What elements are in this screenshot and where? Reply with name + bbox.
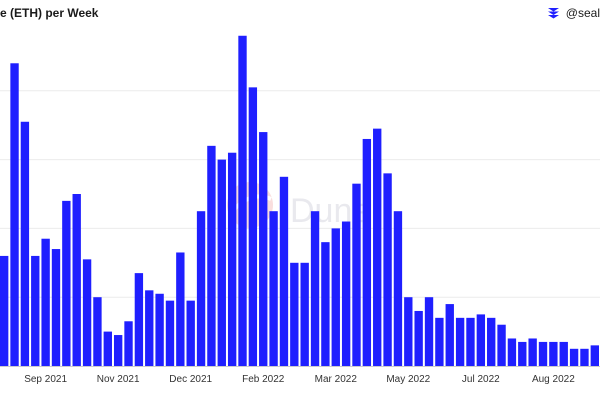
bar[interactable]	[269, 211, 278, 366]
bar[interactable]	[352, 183, 361, 366]
bar[interactable]	[248, 87, 258, 367]
bar[interactable]	[196, 211, 206, 366]
x-tick-label: Feb 2022	[242, 374, 285, 385]
bar[interactable]	[487, 317, 496, 366]
x-tick-label: May 2022	[386, 374, 430, 385]
bar[interactable]	[124, 321, 133, 366]
bar[interactable]	[455, 317, 465, 366]
bar[interactable]	[134, 273, 144, 366]
bars	[0, 35, 599, 367]
chart-title: e (ETH) per Week	[0, 6, 99, 20]
bar[interactable]	[20, 121, 30, 366]
x-tick-label: Nov 2021	[97, 374, 140, 385]
bar[interactable]	[41, 238, 50, 366]
bar[interactable]	[424, 297, 434, 366]
bar[interactable]	[549, 341, 558, 366]
bar[interactable]	[145, 290, 154, 366]
bar[interactable]	[238, 35, 247, 366]
bar[interactable]	[373, 128, 382, 366]
bar[interactable]	[445, 304, 454, 366]
x-tick-label: Jul 2022	[462, 374, 500, 385]
bar[interactable]	[497, 324, 506, 366]
bar[interactable]	[165, 300, 175, 366]
bar[interactable]	[559, 341, 568, 366]
bar[interactable]	[10, 63, 19, 366]
x-tick-label: Dec 2021	[169, 374, 212, 385]
bar[interactable]	[569, 348, 579, 366]
bar[interactable]	[62, 200, 71, 366]
x-tick-label: Mar 2022	[315, 374, 358, 385]
stacked-chevrons-icon	[547, 7, 559, 18]
bar[interactable]	[93, 297, 102, 366]
bar[interactable]	[113, 335, 123, 366]
bar[interactable]	[103, 331, 112, 366]
bar[interactable]	[186, 300, 195, 366]
bar[interactable]	[580, 348, 589, 366]
bar[interactable]	[404, 297, 413, 366]
bar[interactable]	[414, 310, 423, 366]
bar[interactable]	[331, 228, 340, 366]
brand-label: @seal	[565, 6, 600, 20]
bar[interactable]	[217, 159, 226, 366]
bar[interactable]	[476, 314, 486, 366]
bar[interactable]	[279, 176, 289, 366]
bar[interactable]	[321, 242, 330, 366]
bar[interactable]	[176, 252, 185, 366]
bar[interactable]	[518, 341, 527, 366]
bar[interactable]	[383, 173, 392, 366]
brand-handle[interactable]: @seal	[547, 6, 600, 20]
bar[interactable]	[0, 255, 9, 366]
x-tick-label: Sep 2021	[24, 374, 67, 385]
bar[interactable]	[290, 262, 299, 366]
bar[interactable]	[362, 138, 372, 366]
bar[interactable]	[435, 317, 444, 366]
bar[interactable]	[341, 221, 351, 366]
bar[interactable]	[393, 211, 403, 366]
bar[interactable]	[538, 341, 548, 366]
bar[interactable]	[82, 259, 92, 366]
x-axis: Sep 2021 Nov 2021 Dec 2021 Feb 2022 Mar 2022…	[0, 366, 600, 385]
bar[interactable]	[259, 132, 268, 366]
bar[interactable]	[507, 338, 517, 366]
bar[interactable]	[466, 317, 475, 366]
bar[interactable]	[300, 262, 309, 366]
bar[interactable]	[155, 293, 164, 366]
bar[interactable]	[31, 255, 40, 366]
bar[interactable]	[310, 211, 320, 366]
bar[interactable]	[51, 249, 61, 366]
x-tick-label: Aug 2022	[532, 374, 575, 385]
bar[interactable]	[590, 345, 599, 366]
bar[interactable]	[207, 145, 216, 366]
bar[interactable]	[528, 338, 537, 366]
bar[interactable]	[72, 194, 81, 366]
bar[interactable]	[227, 152, 237, 366]
